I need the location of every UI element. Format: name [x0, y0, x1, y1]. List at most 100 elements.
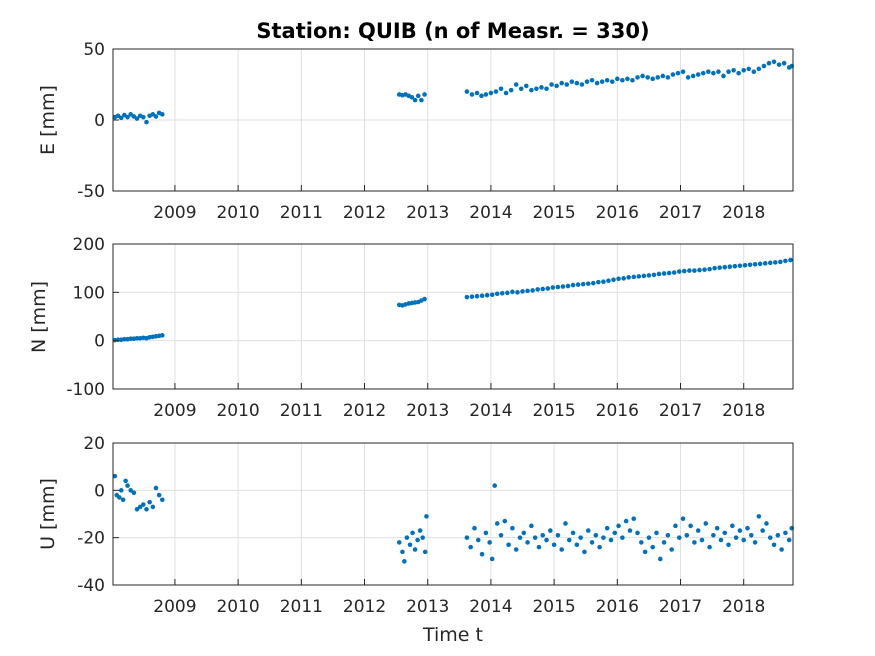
panel-e-data-point — [524, 83, 529, 89]
panel-e-data-point — [144, 119, 149, 125]
panel-n-data-point — [555, 284, 561, 290]
panel-u-data-point — [420, 535, 425, 540]
panel-e-data-point — [731, 68, 736, 73]
panel-u-data-point — [489, 556, 495, 562]
panel-n-xtick-label: 2014 — [469, 401, 512, 421]
panel-n: 2009 2010 2011 2012 2013 2014 2015 2016 2017 2018… — [28, 235, 794, 421]
panel-u-ytick-label: 0 — [94, 481, 105, 501]
panel-u-data-point — [412, 547, 418, 552]
panel-u-data-point — [566, 537, 572, 543]
panel-e-data-point — [141, 114, 146, 120]
panel-u-data-point — [479, 551, 485, 557]
panel-e-data-point — [574, 80, 580, 86]
panel-n-data-point — [570, 282, 576, 288]
panel-e-data-point — [579, 82, 585, 87]
panel-u-data-point — [141, 502, 146, 507]
panel-e-data-point — [650, 76, 656, 82]
panel-n-data-point — [479, 293, 485, 299]
panel-u-data-point — [635, 530, 640, 536]
panel-n-data-point — [712, 265, 717, 271]
panel-n-data-point — [641, 273, 647, 279]
panel-n-xtick-label: 2017 — [659, 401, 702, 421]
panel-u-data-point — [506, 542, 511, 548]
panel-u-data-point — [574, 542, 580, 548]
panel-e-data-point — [695, 72, 701, 77]
panel-u-data-point — [422, 549, 428, 555]
panel-e-xtick-label: 2010 — [216, 203, 259, 223]
panel-u-xtick-label: 2013 — [406, 597, 449, 617]
panel-e-data-point — [488, 90, 494, 96]
panel-n-xtick-label: 2015 — [532, 401, 575, 421]
panel-n-data-point — [656, 271, 662, 277]
panel-u-data-point — [756, 514, 762, 519]
panel-n-data-point — [560, 284, 566, 289]
panel-e-data-point — [756, 66, 762, 72]
panel-e-data-point — [564, 82, 570, 87]
panel-n-data-point — [702, 267, 707, 272]
panel-e-data-point — [409, 94, 415, 100]
panel-n-frame — [112, 243, 794, 390]
panel-u-data-point — [669, 547, 674, 552]
panel-n-data-point — [510, 289, 515, 295]
panel-n-data-point — [727, 264, 733, 270]
panel-e-data-point — [766, 60, 772, 66]
panel-n-data-point — [484, 292, 490, 298]
panel-n-ylabel: N [mm] — [28, 281, 50, 353]
panel-e-data-point — [645, 75, 650, 80]
panel-n-data-point — [611, 277, 616, 283]
panel-n-ytick-label: 0 — [94, 332, 105, 352]
panel-u-data-point — [424, 514, 429, 519]
panel-u-data-point — [597, 544, 602, 550]
panel-e-data-point — [635, 75, 640, 80]
panel-e-xtick-label: 2012 — [343, 203, 386, 223]
panel-u-data-point — [468, 544, 473, 550]
panel-u-data-point — [612, 530, 618, 536]
panel-u-data-point — [517, 535, 523, 540]
panel-u-xtick-label: 2015 — [532, 597, 575, 617]
panel-e-data-point — [554, 83, 559, 89]
panel-u-data-point — [730, 523, 735, 529]
panel-e-xtick-label: 2018 — [722, 203, 765, 223]
panel-e-data-point — [125, 114, 130, 120]
panel-u-data-point — [125, 483, 130, 488]
panel-e-xtick-label: 2016 — [596, 203, 639, 223]
panel-e-data-point — [609, 79, 615, 84]
panel-e-points — [112, 59, 795, 125]
panel-u-data-point — [650, 544, 656, 550]
panel-u-data-point — [639, 540, 644, 545]
panel-u-data-point — [134, 506, 140, 512]
panel-u-xtick-label: 2016 — [596, 597, 639, 617]
panel-u-data-point — [150, 504, 156, 510]
panel-u-data-point — [695, 528, 701, 533]
panel-n-data-point — [722, 264, 728, 270]
panel-u-data-point — [492, 483, 498, 488]
panel-u-data-point — [771, 542, 777, 548]
panel-e-xtick-label: 2014 — [469, 203, 512, 223]
panel-n-data-point — [636, 274, 642, 279]
panel-n-data-point — [762, 261, 768, 266]
panel-u-data-point — [400, 549, 405, 555]
panel-e-data-point — [159, 112, 165, 117]
panel-n-data-point — [422, 296, 427, 302]
panel-e-data-point — [422, 92, 427, 97]
panel-u-data-point — [627, 528, 633, 533]
panel-u-yticks: -40 -20 0 20 — [77, 434, 119, 596]
panel-u-ylabel: U [mm] — [37, 478, 59, 550]
panel-n-xtick-label: 2018 — [722, 401, 765, 421]
panel-e-data-point — [412, 97, 418, 103]
panel-u-data-point — [117, 495, 122, 500]
panel-u-data-point — [688, 523, 693, 529]
panel-u-data-point — [521, 530, 527, 536]
panel-e-data-point — [569, 79, 575, 84]
panel-u-data-point — [684, 533, 690, 538]
panel-u-data-point — [498, 533, 504, 538]
panel-e: 2009 2010 2011 2012 2013 2014 2015 2016 2017 2018… — [37, 40, 795, 223]
panel-e-data-point — [680, 69, 686, 75]
panel-e-data-point — [134, 116, 140, 121]
panel-n-data-point — [601, 279, 606, 285]
panel-n-data-point — [676, 269, 682, 274]
panel-u-data-point — [159, 497, 165, 503]
panel-u-data-point — [137, 504, 143, 510]
panel-u-data-point — [120, 497, 126, 503]
panel-e-data-point — [518, 86, 524, 92]
